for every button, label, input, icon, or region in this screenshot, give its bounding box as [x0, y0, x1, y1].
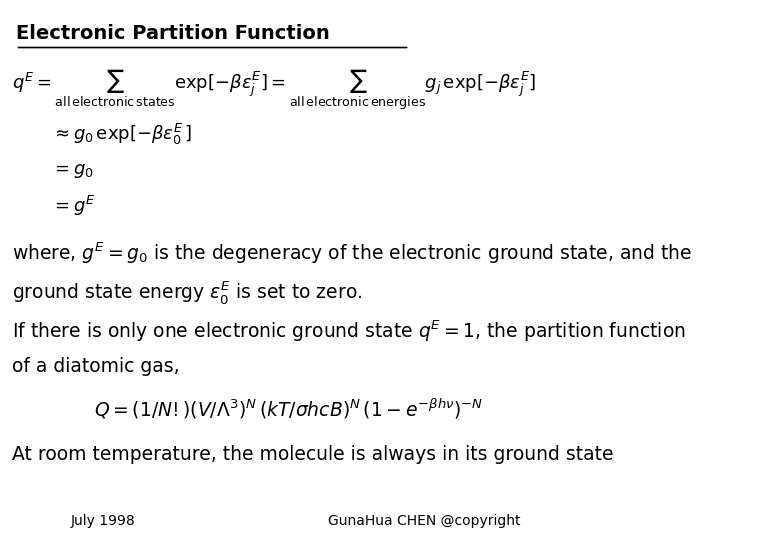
Text: $q^E = \sum_{\mathrm{all\,electronic\,states}} \mathrm{exp}[-\beta\varepsilon_j^: $q^E = \sum_{\mathrm{all\,electronic\,st…: [12, 68, 536, 112]
Text: of a diatomic gas,: of a diatomic gas,: [12, 357, 179, 376]
Text: If there is only one electronic ground state $q^E = 1$, the partition function: If there is only one electronic ground s…: [12, 318, 686, 343]
Text: ground state energy $\varepsilon_0^E$ is set to zero.: ground state energy $\varepsilon_0^E$ is…: [12, 279, 362, 306]
Text: $=g_0$: $=g_0$: [51, 162, 94, 180]
Text: where, $g^E = g_0$ is the degeneracy of the electronic ground state, and the: where, $g^E = g_0$ is the degeneracy of …: [12, 240, 692, 266]
Text: July 1998: July 1998: [70, 514, 135, 528]
Text: $Q = (1/N!)(V/\Lambda^3)^N\,(kT/\sigma hcB)^N\,(1 - e^{-\beta h\nu})^{-N}$: $Q = (1/N!)(V/\Lambda^3)^N\,(kT/\sigma h…: [94, 397, 483, 421]
Text: $\approx g_0\, \mathrm{exp}[-\beta\varepsilon_0^E\,]$: $\approx g_0\, \mathrm{exp}[-\beta\varep…: [51, 122, 192, 146]
Text: At room temperature, the molecule is always in its ground state: At room temperature, the molecule is alw…: [12, 446, 613, 464]
Text: Electronic Partition Function: Electronic Partition Function: [16, 24, 329, 43]
Text: GunaHua CHEN @copyright: GunaHua CHEN @copyright: [328, 514, 520, 528]
Text: $=g^E$: $=g^E$: [51, 194, 95, 219]
